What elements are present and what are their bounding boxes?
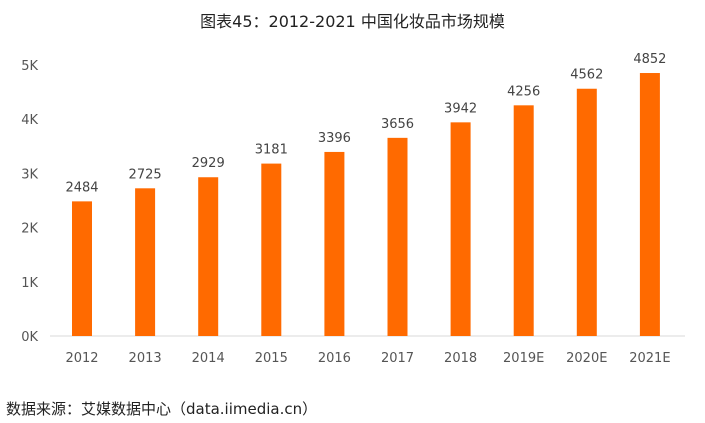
- bar: [513, 105, 534, 336]
- data-label: 4256: [507, 84, 540, 99]
- bar: [387, 137, 408, 336]
- x-tick-label: 2013: [129, 351, 162, 366]
- bar: [576, 88, 597, 337]
- x-tick-label: 2019E: [503, 351, 544, 366]
- x-tick-label: 2016: [318, 351, 351, 366]
- data-label: 2484: [65, 180, 98, 195]
- data-label: 2725: [129, 167, 162, 182]
- x-tick-label: 2020E: [566, 351, 607, 366]
- bar: [639, 73, 660, 336]
- bar: [198, 177, 219, 336]
- data-label: 3656: [381, 117, 414, 132]
- data-label: 3181: [255, 143, 288, 158]
- bar: [72, 201, 92, 336]
- x-tick-label: 2018: [444, 351, 477, 366]
- data-label: 3396: [318, 131, 351, 146]
- bar: [135, 188, 156, 336]
- data-label: 3942: [444, 101, 477, 116]
- y-tick-label: 1K: [21, 276, 38, 291]
- y-tick-label: 4K: [21, 113, 38, 128]
- x-tick-label: 2021E: [629, 351, 670, 366]
- y-tick-label: 5K: [21, 59, 38, 74]
- x-tick-label: 2012: [65, 351, 98, 366]
- x-tick-label: 2014: [192, 351, 225, 366]
- data-label: 2929: [192, 156, 225, 171]
- data-label: 4852: [633, 52, 666, 67]
- y-tick-label: 3K: [21, 167, 38, 182]
- data-label: 4562: [570, 68, 603, 83]
- x-tick-label: 2017: [381, 351, 414, 366]
- bar: [261, 163, 282, 336]
- bar: [324, 151, 345, 336]
- y-tick-label: 0K: [21, 330, 38, 345]
- y-tick-label: 2K: [21, 222, 38, 237]
- x-tick-label: 2015: [255, 351, 288, 366]
- source-note: 数据来源：艾媒数据中心（data.iimedia.cn）: [6, 400, 318, 418]
- bar: [450, 122, 471, 336]
- chart-title: 图表45：2012-2021 中国化妆品市场规模: [200, 12, 505, 31]
